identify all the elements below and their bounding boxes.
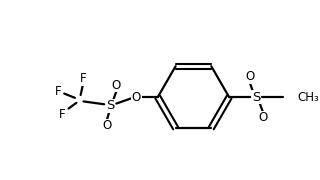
Text: F: F: [79, 72, 86, 85]
Text: F: F: [54, 85, 61, 98]
Text: S: S: [252, 91, 260, 104]
Text: CH₃: CH₃: [298, 91, 319, 104]
Text: O: O: [112, 78, 121, 91]
Text: O: O: [102, 119, 112, 132]
Text: S: S: [107, 99, 115, 112]
Text: O: O: [258, 111, 267, 124]
Text: O: O: [132, 91, 141, 104]
Text: F: F: [59, 108, 65, 121]
Text: O: O: [245, 70, 254, 83]
